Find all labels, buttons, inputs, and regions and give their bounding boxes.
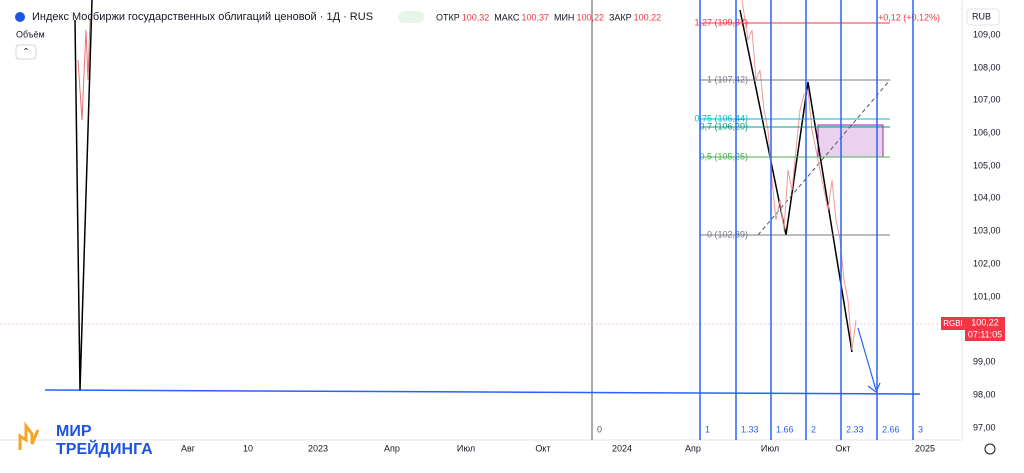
logo-line2: ТРЕЙДИНГА — [56, 439, 153, 458]
fib-label: 1,27 (109,37) — [694, 17, 748, 27]
rectangle — [817, 124, 884, 158]
fib-zone-label: 2.33 — [846, 424, 864, 434]
volume-label: Объём — [16, 29, 45, 39]
price-label: 105,00 — [973, 160, 1001, 170]
arrow — [857, 327, 877, 391]
fib-label: 0,5 (105,25) — [699, 151, 748, 161]
price-candles — [741, 0, 857, 351]
ohlc-value: 100,22 — [576, 12, 604, 22]
time-label: Авг — [181, 443, 196, 453]
candles-left — [77, 19, 91, 121]
fib-label: 0,75 (106,44) — [694, 113, 748, 123]
status-badge — [398, 11, 424, 23]
time-label: 2023 — [308, 443, 328, 453]
fib-zone-label: 0 — [597, 424, 602, 434]
price-label: 107,00 — [973, 94, 1001, 104]
arrow-head — [867, 382, 881, 393]
price-label: 102,00 — [973, 258, 1001, 268]
time-label: 2025 — [915, 443, 935, 453]
change: +0,12 (+0,12%) — [878, 12, 940, 22]
price-label: 103,00 — [973, 225, 1001, 235]
price-label: 104,00 — [973, 192, 1001, 202]
flag-icon — [15, 12, 25, 22]
price-label: 101,00 — [973, 291, 1001, 301]
time-label: Окт — [535, 443, 550, 453]
fib-label: 0,7 (106,20) — [699, 121, 748, 131]
currency-button[interactable] — [966, 8, 1000, 26]
price-label: 97,00 — [973, 422, 996, 432]
logo-candles — [18, 421, 40, 450]
fib-zone-label: 2.66 — [882, 424, 900, 434]
collapse-button[interactable] — [15, 44, 37, 60]
fib-label: 1 (107,42) — [707, 74, 748, 84]
ohlc-value: 100,22 — [634, 12, 662, 22]
zigzag-left — [74, 0, 93, 391]
fib-zone-label: 3 — [918, 424, 923, 434]
time-label: Апр — [685, 443, 701, 453]
settings-icon[interactable] — [984, 443, 996, 455]
time-label: Июл — [761, 443, 779, 453]
fib-zone-label: 1.66 — [776, 424, 794, 434]
symbol: RGBI — [943, 319, 963, 328]
fib-zone-label: 1 — [705, 424, 710, 434]
ohlc-label: МИН — [554, 12, 574, 22]
zigzag-right — [739, 9, 853, 353]
currency: RUB — [972, 11, 991, 21]
fib-zone-label: 2 — [811, 424, 816, 434]
ohlc-value: 100,32 — [462, 12, 490, 22]
price-label: 106,00 — [973, 127, 1001, 137]
countdown: 07:11:05 — [968, 329, 1002, 339]
ohlc-label: МАКС — [494, 12, 520, 22]
collapse-icon: ⌃ — [22, 46, 30, 56]
ohlc-value: 100,37 — [521, 12, 549, 22]
ohlc-label: ОТКР — [436, 12, 460, 22]
symbol-badge — [941, 317, 965, 330]
time-label: 2024 — [612, 443, 632, 453]
ohlc-label: ЗАКР — [609, 12, 632, 22]
price-label: 98,00 — [973, 389, 996, 399]
time-label: 10 — [243, 443, 253, 453]
price-label: 99,00 — [973, 356, 996, 366]
fib-label: 0 (102,89) — [707, 229, 748, 239]
price-label: 108,00 — [973, 62, 1001, 72]
fib-zone-label: 1.33 — [741, 424, 759, 434]
last-price: 100,22 — [971, 317, 999, 327]
time-label: Окт — [835, 443, 850, 453]
price-label: 109,00 — [973, 29, 1001, 39]
trend-line — [44, 389, 921, 395]
time-label: Июл — [457, 443, 475, 453]
time-label: Апр — [384, 443, 400, 453]
title: Индекс Мосбиржи государственных облигаци… — [32, 11, 373, 23]
price-badge — [965, 317, 1005, 341]
logo-line1: МИР — [56, 423, 92, 440]
